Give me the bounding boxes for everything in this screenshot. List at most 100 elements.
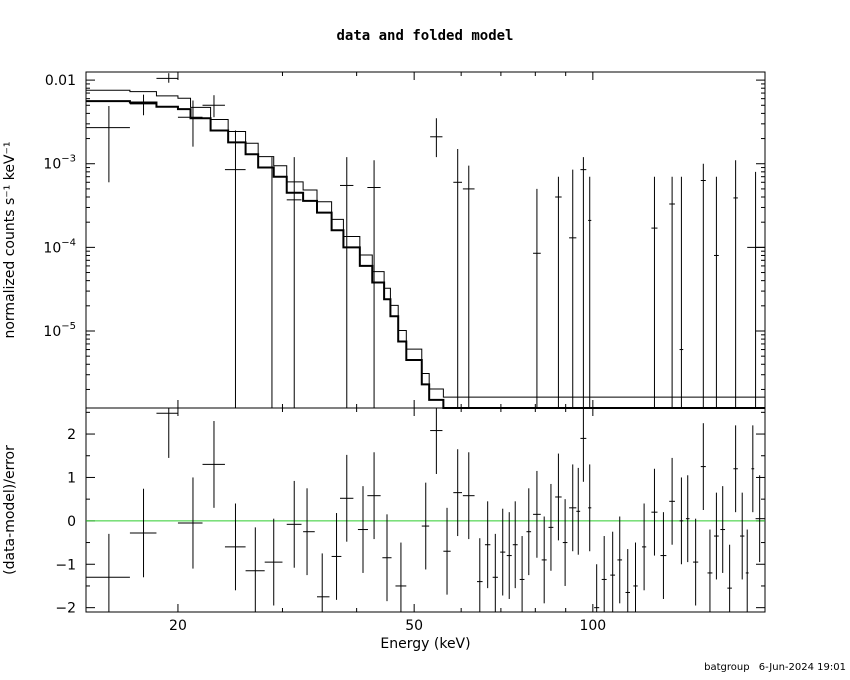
residual-point [129, 488, 157, 578]
residual-point [660, 512, 667, 599]
residual-point [700, 423, 706, 510]
residual-point [601, 536, 607, 612]
residual-point [693, 518, 699, 606]
residual-point [526, 488, 532, 576]
footer: batgroup 6-Jun-2024 19:01 [698, 662, 846, 673]
y-tick-exponent: −5 [61, 321, 76, 332]
y-tick-label: 10−5 [43, 321, 76, 340]
residual-point [610, 531, 616, 612]
data-point [747, 171, 765, 408]
residual-point [685, 475, 690, 563]
residual-point [751, 425, 755, 513]
residual-point [264, 518, 283, 606]
spectrum-panel-axes [85, 71, 766, 409]
data-point [367, 160, 381, 408]
residual-point [453, 449, 463, 537]
spectrum-data-points [86, 73, 765, 409]
data-point [453, 149, 463, 408]
residual-point [727, 544, 732, 612]
residual-point [733, 425, 738, 513]
residual-point [245, 527, 265, 612]
residual-point [506, 512, 512, 599]
data-point [339, 157, 354, 408]
x-tick-label: 20 [169, 618, 187, 634]
y-tick-exponent: −3 [61, 154, 76, 165]
residual-point [755, 475, 765, 563]
residual-point [588, 464, 592, 552]
y-tick-label: 0 [67, 514, 76, 530]
residual-point [317, 553, 330, 612]
residual-point [740, 492, 745, 580]
residual-point [303, 488, 315, 576]
data-point [86, 106, 130, 183]
chart-title: data and folded model [336, 28, 514, 44]
data-point [264, 157, 280, 409]
data-point [156, 73, 178, 83]
residual-point [382, 514, 392, 602]
residual-point [367, 452, 381, 540]
y-tick-label: 0.01 [45, 73, 76, 89]
data-point [462, 165, 475, 408]
residual-point [430, 408, 443, 474]
residual-point [562, 499, 568, 586]
residual-point [339, 454, 354, 542]
footer-timestamp: 6-Jun-2024 19:01 [758, 662, 846, 673]
x-axis-label: Energy (keV) [380, 636, 470, 652]
residual-point [86, 533, 130, 612]
residual-point [594, 564, 600, 612]
y-tick-label: 1 [67, 470, 76, 486]
residual-point [331, 513, 342, 600]
y-tick-label: 2 [67, 427, 76, 443]
y-tick-label: 10−4 [43, 237, 76, 256]
residual-point [707, 529, 713, 612]
residual-point [519, 536, 525, 612]
residual-point [541, 516, 547, 604]
residual-point [476, 538, 483, 612]
residual-point [569, 464, 577, 552]
data-point [700, 163, 706, 408]
residual-point [156, 408, 178, 458]
residual-point [651, 468, 658, 556]
residual-point [625, 549, 630, 612]
residual-point [357, 486, 368, 573]
residual-point [679, 477, 684, 565]
residual-point [202, 421, 225, 508]
residual-point [669, 457, 675, 545]
y-tick-label: −2 [55, 601, 76, 617]
footer-user: batgroup [704, 662, 750, 673]
x-tick-label: 50 [405, 618, 423, 634]
residual-point [443, 507, 451, 595]
x-tick-label: 100 [579, 618, 606, 634]
residual-point [177, 477, 203, 569]
residual-point [633, 542, 638, 612]
data-point [669, 176, 675, 408]
model-step-line [86, 100, 765, 409]
y-tick-label: 10−3 [43, 154, 76, 173]
residual-point [641, 503, 647, 591]
residual-point [286, 480, 302, 568]
data-point [533, 188, 541, 408]
bottom-panel-frame [85, 407, 766, 613]
residual-point [714, 492, 719, 580]
data-point [224, 130, 246, 408]
residual-point [484, 501, 491, 589]
data-point [679, 176, 684, 408]
residual-point [617, 516, 623, 604]
residual-point [533, 470, 541, 558]
y-axis-label: normalized counts s⁻¹ keV⁻¹ [2, 141, 18, 338]
data-point [651, 176, 658, 408]
data-point [714, 176, 719, 408]
residual-point [720, 486, 726, 573]
data-point [588, 176, 592, 408]
residual-point [224, 503, 246, 591]
model-envelope-line [86, 89, 765, 398]
residual-point [500, 508, 506, 596]
y-tick-exponent: −4 [61, 237, 76, 248]
top-panel-frame [85, 71, 766, 409]
residual-axis-label: (data-model)/error [2, 445, 18, 575]
residual-point [512, 501, 518, 589]
data-point [430, 118, 443, 158]
data-point [569, 169, 577, 408]
residual-point [548, 483, 554, 571]
